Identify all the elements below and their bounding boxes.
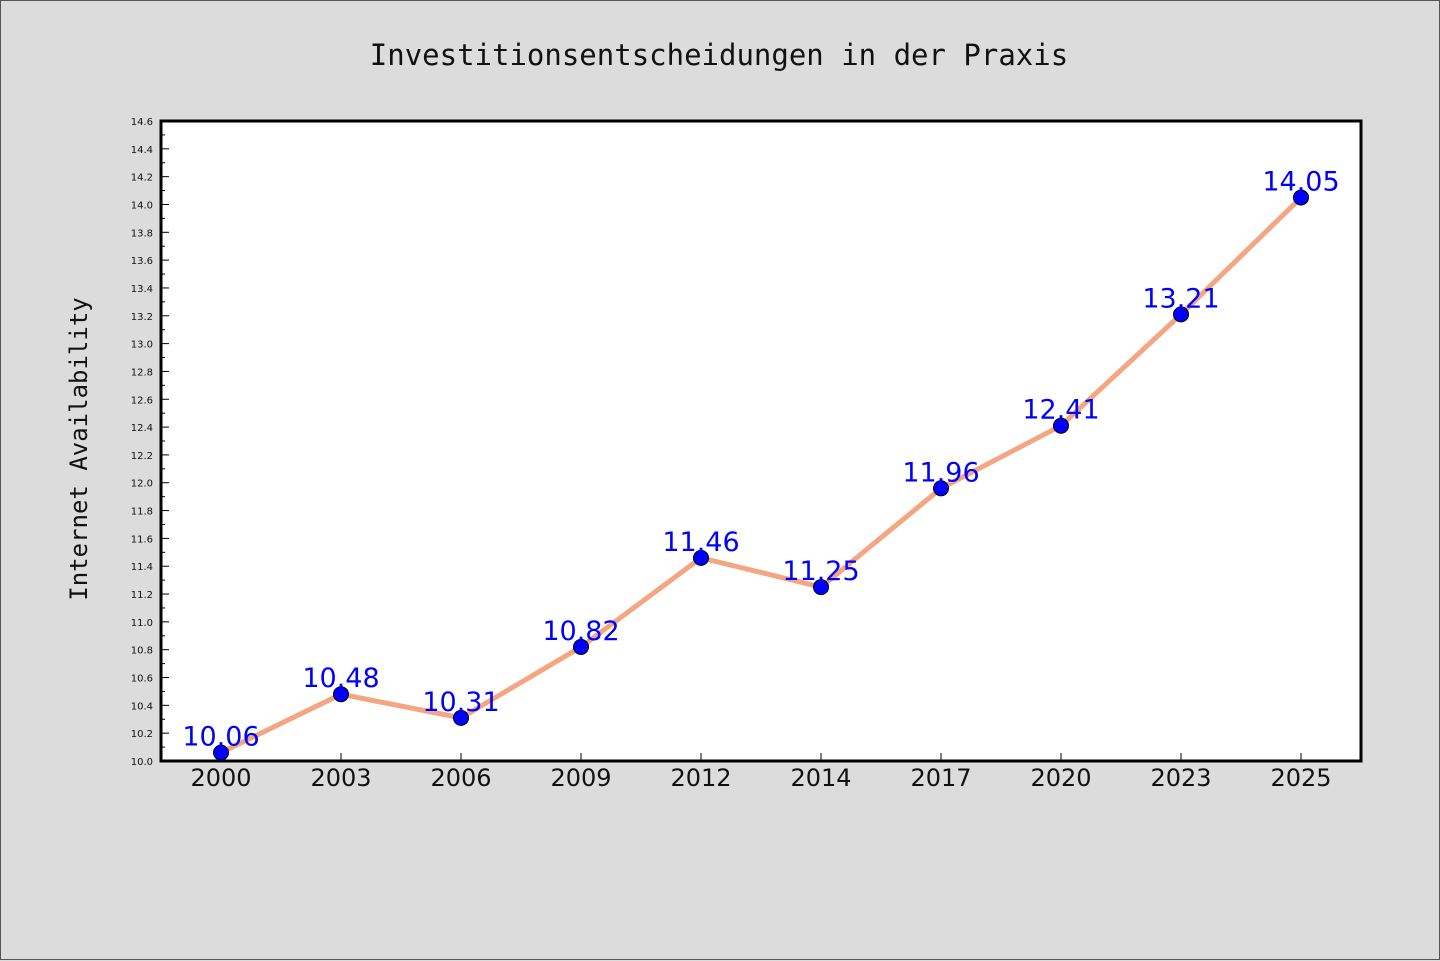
x-tick-label: 2003	[310, 764, 371, 792]
x-tick-label: 2000	[190, 764, 251, 792]
data-label: 14.05	[1262, 167, 1339, 198]
data-point	[1293, 189, 1309, 206]
y-tick-label: 11.8	[131, 507, 153, 518]
data-point	[813, 579, 829, 596]
y-tick-label: 12.4	[131, 423, 153, 434]
data-point	[213, 744, 229, 761]
y-tick-label: 11.6	[131, 534, 153, 545]
series-line	[218, 195, 1304, 756]
y-tick-label: 10.6	[131, 674, 153, 685]
data-labels-group: 10.06 10.48 10.31 10.82 11.46 11.25 11.96 12.41…	[182, 167, 1339, 753]
y-tick-label: 14.4	[131, 145, 153, 156]
x-axis-ticks: 2000 2003 2006 2009 2012 2014 2017 2020 2023 2025	[190, 753, 1332, 792]
y-tick-label: 11.0	[131, 618, 153, 629]
data-label: 10.06	[182, 722, 259, 753]
y-tick-label: 13.4	[131, 284, 153, 295]
y-axis-label: Internet Availability	[65, 297, 93, 600]
x-tick-label: 2014	[790, 764, 851, 792]
x-tick-label: 2023	[1150, 764, 1211, 792]
data-point	[693, 549, 709, 566]
y-tick-label: 13.2	[131, 312, 153, 323]
x-tick-label: 2025	[1270, 764, 1331, 792]
y-tick-label: 12.0	[131, 479, 153, 490]
data-label: 13.21	[1142, 283, 1219, 314]
y-tick-label: 12.2	[131, 451, 153, 462]
data-point	[933, 480, 949, 497]
y-tick-label: 13.6	[131, 256, 153, 267]
data-label: 10.48	[302, 663, 379, 694]
x-tick-label: 2009	[550, 764, 611, 792]
y-tick-label: 11.2	[131, 590, 153, 601]
y-tick-label: 14.2	[131, 173, 153, 184]
data-point	[573, 638, 589, 655]
data-point	[333, 686, 349, 703]
chart-title: Investitionsentscheidungen in der Praxis	[370, 38, 1068, 72]
x-tick-label: 2020	[1030, 764, 1091, 792]
y-tick-label: 12.8	[131, 367, 153, 378]
y-tick-label: 10.2	[131, 729, 153, 740]
y-tick-label: 14.0	[131, 200, 153, 211]
y-tick-label: 10.4	[131, 701, 153, 712]
x-tick-label: 2012	[670, 764, 731, 792]
data-point	[1173, 306, 1189, 323]
y-tick-label: 13.0	[131, 340, 153, 351]
data-label: 11.25	[782, 556, 859, 587]
data-label: 10.31	[422, 687, 499, 718]
data-label: 12.41	[1022, 395, 1099, 426]
y-axis-ticks: 10.0 10.2 10.4 10.6 10.8 11.0 11.2 11.4 11.6 11.8…	[131, 117, 169, 768]
y-tick-label: 10.0	[131, 757, 153, 768]
data-point	[1053, 417, 1069, 434]
y-tick-label: 10.8	[131, 646, 153, 657]
y-tick-label: 13.8	[131, 228, 153, 239]
x-tick-label: 2017	[910, 764, 971, 792]
data-label: 11.96	[902, 457, 979, 488]
series-group	[213, 189, 1309, 761]
y-tick-label: 12.6	[131, 395, 153, 406]
plot-area	[159, 119, 1363, 763]
x-tick-label: 2006	[430, 764, 491, 792]
data-label: 10.82	[542, 616, 619, 647]
data-point	[453, 709, 469, 726]
y-tick-label: 11.4	[131, 562, 153, 573]
y-tick-label: 14.6	[131, 117, 153, 128]
data-label: 11.46	[662, 527, 739, 558]
